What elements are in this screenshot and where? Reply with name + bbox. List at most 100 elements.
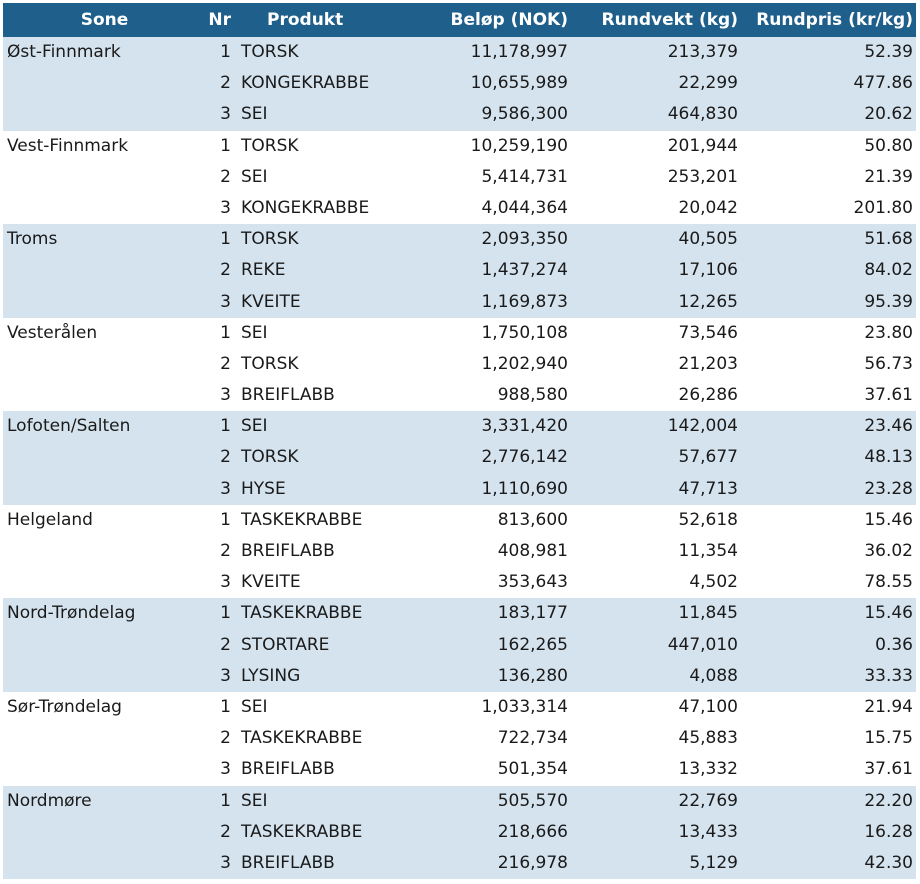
header-rundpris: Rundpris (kr/kg)	[756, 10, 913, 30]
product-cell: SEI	[241, 790, 268, 811]
amount-cell: 183,177	[497, 603, 568, 624]
rank-cell: 2	[220, 260, 231, 281]
price-cell: 20.62	[864, 104, 913, 125]
product-cell: REKE	[241, 260, 286, 281]
zone-name: Øst-Finnmark	[7, 42, 121, 62]
price-cell: 84.02	[864, 260, 913, 281]
zone-group: Nord-Trøndelag 1 TASKEKRABBE 183,177 11,845 1…	[3, 598, 916, 692]
table-row: 2 TASKEKRABBE 722,734 45,883 15.75	[3, 723, 916, 754]
rank-cell: 3	[220, 104, 231, 125]
price-cell: 37.61	[864, 385, 913, 406]
zone-name	[3, 536, 206, 567]
amount-cell: 2,093,350	[481, 229, 568, 250]
zone-group: Helgeland 1 TASKEKRABBE 813,600 52,618 15.46 2…	[3, 505, 916, 599]
weight-cell: 40,505	[678, 229, 738, 250]
zone-name: Helgeland	[7, 509, 93, 530]
header-belop: Beløp (NOK)	[450, 10, 568, 30]
header-sone: Sone	[80, 10, 129, 30]
rank-cell: 2	[220, 634, 231, 655]
table-row: 3 BREIFLABB 501,354 13,332 37.61	[3, 754, 916, 785]
zone-group: Sør-Trøndelag 1 SEI 1,033,314 47,100 21.94 2 TA…	[3, 692, 916, 786]
amount-cell: 5,414,731	[481, 166, 568, 187]
price-cell: 51.68	[864, 229, 913, 250]
table-row: 3 SEI 9,586,300 464,830 20.62	[3, 99, 916, 130]
product-cell: STORTARE	[241, 634, 330, 655]
zone-name	[3, 287, 206, 318]
weight-cell: 45,883	[678, 728, 738, 749]
price-cell: 15.75	[864, 728, 913, 749]
zone-group: Troms 1 TORSK 2,093,350 40,505 51.68 2 REKE 1,43…	[3, 224, 916, 318]
zone-name	[3, 848, 206, 879]
amount-cell: 1,202,940	[481, 353, 568, 374]
weight-cell: 13,332	[678, 759, 738, 780]
amount-cell: 505,570	[497, 790, 568, 811]
table-row: 3 KVEITE 353,643 4,502 78.55	[3, 567, 916, 598]
zone-name	[3, 442, 206, 473]
price-cell: 37.61	[864, 759, 913, 780]
rank-cell: 2	[220, 73, 231, 94]
weight-cell: 21,203	[678, 353, 738, 374]
table-row: Nordmøre 1 SEI 505,570 22,769 22.20	[3, 786, 916, 817]
header-nr: Nr	[208, 10, 231, 30]
amount-cell: 1,437,274	[481, 260, 568, 281]
rank-cell: 3	[220, 197, 231, 218]
weight-cell: 11,354	[678, 541, 738, 561]
product-cell: TASKEKRABBE	[241, 509, 363, 530]
rank-cell: 2	[220, 353, 231, 374]
product-cell: SEI	[241, 104, 268, 125]
amount-cell: 813,600	[497, 509, 568, 530]
price-cell: 42.30	[864, 852, 913, 873]
rank-cell: 2	[220, 541, 231, 561]
weight-cell: 73,546	[678, 322, 738, 343]
product-cell: TASKEKRABBE	[241, 821, 363, 842]
rank-cell: 3	[220, 385, 231, 406]
product-cell: KVEITE	[241, 291, 301, 312]
table-row: 3 KONGEKRABBE 4,044,364 20,042 201.80	[3, 193, 916, 224]
zone-group: Vest-Finnmark 1 TORSK 10,259,190 201,944 50.8…	[3, 131, 916, 225]
price-cell: 16.28	[864, 821, 913, 842]
zone-group: Nordmøre 1 SEI 505,570 22,769 22.20 2 TASKEKRAB…	[3, 785, 916, 880]
price-cell: 95.39	[864, 291, 913, 312]
table-row: 3 KVEITE 1,169,873 12,265 95.39	[3, 287, 916, 318]
rank-cell: 1	[220, 135, 231, 156]
header-rundvekt: Rundvekt (kg)	[601, 10, 738, 30]
rank-cell: 1	[220, 696, 231, 717]
amount-cell: 722,734	[497, 728, 568, 749]
zone-name	[3, 380, 206, 411]
zone-name: Troms	[7, 229, 58, 250]
product-cell: SEI	[241, 166, 268, 187]
zone-name	[3, 162, 206, 193]
weight-cell: 52,618	[678, 509, 738, 530]
table-row: 2 STORTARE 162,265 447,010 0.36	[3, 630, 916, 661]
table-row: 2 KONGEKRABBE 10,655,989 22,299 477.86	[3, 68, 916, 99]
zone-group: Øst-Finnmark 1 TORSK 11,178,997 213,379 52.39…	[3, 37, 916, 131]
amount-cell: 10,655,989	[470, 73, 568, 94]
price-cell: 23.28	[864, 478, 913, 499]
product-cell: KONGEKRABBE	[241, 197, 370, 218]
zone-name: Vest-Finnmark	[7, 135, 129, 156]
product-cell: SEI	[241, 416, 268, 437]
weight-cell: 201,944	[667, 135, 738, 156]
weight-cell: 22,769	[678, 790, 738, 811]
price-cell: 0.36	[875, 634, 913, 655]
rank-cell: 1	[220, 790, 231, 811]
rank-cell: 2	[220, 447, 231, 468]
table-row: 3 LYSING 136,280 4,088 33.33	[3, 661, 916, 692]
weight-cell: 213,379	[667, 42, 738, 62]
amount-cell: 218,666	[497, 821, 568, 842]
zone-name	[3, 630, 206, 661]
table-row: 2 TORSK 1,202,940 21,203 56.73	[3, 349, 916, 380]
weight-cell: 11,845	[678, 603, 738, 624]
zone-name	[3, 99, 206, 130]
weight-cell: 22,299	[678, 73, 738, 94]
rank-cell: 2	[220, 728, 231, 749]
table-row: Øst-Finnmark 1 TORSK 11,178,997 213,379 52.39	[3, 37, 916, 68]
table-row: Troms 1 TORSK 2,093,350 40,505 51.68	[3, 224, 916, 255]
price-cell: 21.94	[864, 696, 913, 717]
price-cell: 15.46	[864, 603, 913, 624]
price-cell: 21.39	[864, 166, 913, 187]
zone-name	[3, 193, 206, 224]
weight-cell: 447,010	[667, 634, 738, 655]
product-cell: TASKEKRABBE	[241, 728, 363, 749]
zone-name	[3, 255, 206, 286]
